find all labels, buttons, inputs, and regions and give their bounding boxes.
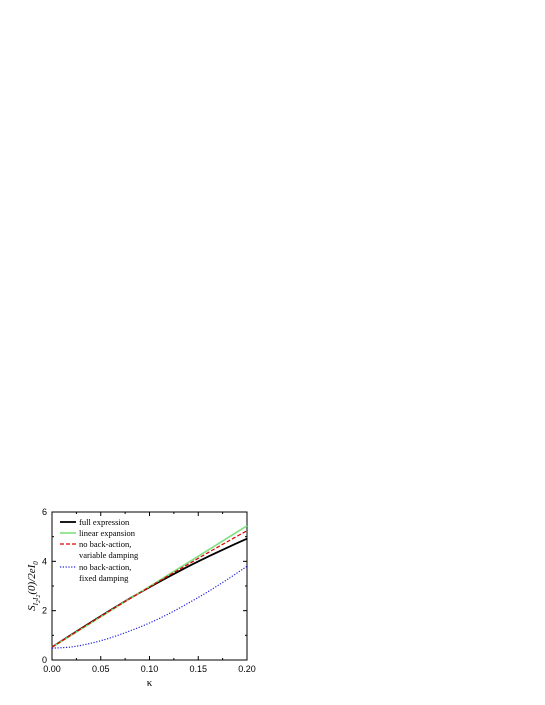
legend-label-1: linear expansion <box>79 528 136 538</box>
y-tick-label: 0 <box>42 655 47 665</box>
legend-label-2: no back-action, <box>79 539 131 549</box>
x-tick-label: 0.05 <box>92 664 110 674</box>
y-tick-label: 4 <box>42 556 47 566</box>
legend-label-3: no back-action, <box>79 562 131 572</box>
x-tick-label: 0.10 <box>141 664 159 674</box>
x-tick-label: 0.00 <box>43 664 61 674</box>
y-tick-label: 6 <box>42 507 47 517</box>
legend-label-3-line2: fixed damping <box>79 573 129 583</box>
x-tick-label: 0.20 <box>238 664 256 674</box>
y-axis-label: SI2I2(0)/2eI0 <box>26 561 42 611</box>
legend-label-0: full expression <box>79 517 130 527</box>
series-line-3 <box>51 565 248 649</box>
y-axis-label-text: SI2I2(0)/2eI0 <box>26 561 42 611</box>
x-tick-label: 0.15 <box>189 664 207 674</box>
y-tick-label: 2 <box>42 606 47 616</box>
x-axis-label: κ <box>147 677 153 689</box>
series-line-2 <box>51 530 248 648</box>
ticks-layer: 0.00 0.05 0.10 0.15 0.20 0 2 4 6 <box>42 507 256 674</box>
legend-label-2-line2: variable damping <box>79 550 139 560</box>
series-layer <box>51 525 248 649</box>
